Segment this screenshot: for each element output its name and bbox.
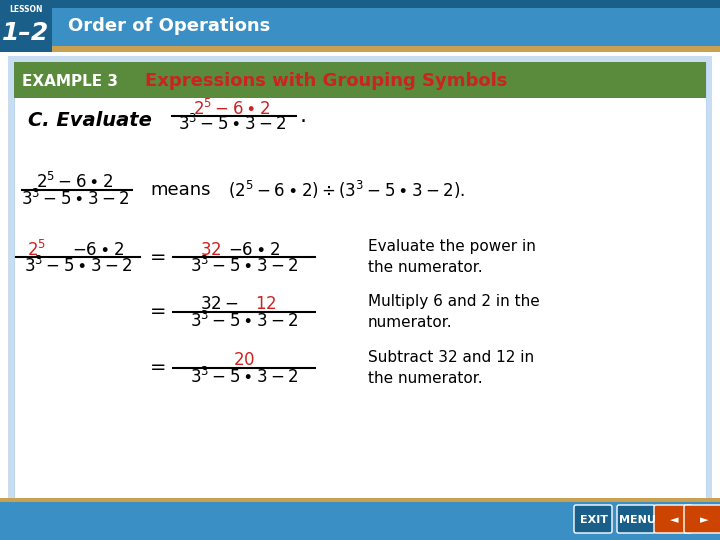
Text: $3^3 - 5 \bullet 3 - 2$: $3^3 - 5 \bullet 3 - 2$ xyxy=(190,311,298,331)
FancyBboxPatch shape xyxy=(574,505,612,533)
Text: Subtract 32 and 12 in
the numerator.: Subtract 32 and 12 in the numerator. xyxy=(368,350,534,386)
Text: $2^5$: $2^5$ xyxy=(27,240,46,260)
Text: $- 6 \bullet 2$: $- 6 \bullet 2$ xyxy=(228,241,280,259)
Text: means: means xyxy=(150,181,210,199)
Text: $20$: $20$ xyxy=(233,351,255,369)
Text: =: = xyxy=(150,247,166,267)
Text: $3^3 - 5 \bullet 3 - 2$: $3^3 - 5 \bullet 3 - 2$ xyxy=(178,114,287,134)
Text: Expressions with Grouping Symbols: Expressions with Grouping Symbols xyxy=(145,72,508,90)
FancyBboxPatch shape xyxy=(0,0,720,52)
Text: $- 6 \bullet 2$: $- 6 \bullet 2$ xyxy=(72,241,125,259)
Text: $32$: $32$ xyxy=(200,241,222,259)
Text: =: = xyxy=(150,359,166,377)
Text: =: = xyxy=(150,302,166,321)
FancyBboxPatch shape xyxy=(14,62,706,526)
FancyBboxPatch shape xyxy=(8,56,712,532)
Text: C. Evaluate: C. Evaluate xyxy=(28,111,152,130)
FancyBboxPatch shape xyxy=(0,500,720,540)
Text: Order of Operations: Order of Operations xyxy=(68,17,270,35)
FancyBboxPatch shape xyxy=(0,0,720,8)
Text: Multiply 6 and 2 in the
numerator.: Multiply 6 and 2 in the numerator. xyxy=(368,294,540,330)
Text: ◄: ◄ xyxy=(670,515,678,525)
Text: $3^3 - 5 \bullet 3 - 2$: $3^3 - 5 \bullet 3 - 2$ xyxy=(24,256,132,276)
FancyBboxPatch shape xyxy=(684,505,720,533)
Text: Evaluate the power in
the numerator.: Evaluate the power in the numerator. xyxy=(368,239,536,275)
Text: .: . xyxy=(300,106,307,126)
FancyBboxPatch shape xyxy=(654,505,692,533)
Text: $\left(2^5 - 6 \bullet 2\right) \div \left(3^3 - 5 \bullet 3 - 2\right).$: $\left(2^5 - 6 \bullet 2\right) \div \le… xyxy=(228,179,465,201)
Text: $3^3 - 5 \bullet 3 - 2$: $3^3 - 5 \bullet 3 - 2$ xyxy=(190,256,298,276)
Text: EXIT: EXIT xyxy=(580,515,608,525)
Text: $3^3 - 5 \bullet 3 - 2$: $3^3 - 5 \bullet 3 - 2$ xyxy=(190,367,298,387)
FancyBboxPatch shape xyxy=(0,498,720,502)
Text: MENU: MENU xyxy=(618,515,655,525)
Text: $3^3 - 5 \bullet 3 - 2$: $3^3 - 5 \bullet 3 - 2$ xyxy=(21,189,130,209)
Text: LESSON: LESSON xyxy=(9,5,42,15)
Text: $2^5 - 6 \bullet 2$: $2^5 - 6 \bullet 2$ xyxy=(193,99,271,119)
Text: 1–2: 1–2 xyxy=(2,21,50,45)
Text: $12$: $12$ xyxy=(255,295,276,313)
Text: EXAMPLE 3: EXAMPLE 3 xyxy=(22,73,118,89)
Text: $2^5 - 6 \bullet 2$: $2^5 - 6 \bullet 2$ xyxy=(36,172,114,192)
FancyBboxPatch shape xyxy=(617,505,655,533)
FancyBboxPatch shape xyxy=(14,62,706,98)
Text: ►: ► xyxy=(700,515,708,525)
FancyBboxPatch shape xyxy=(0,46,720,52)
FancyBboxPatch shape xyxy=(0,0,52,52)
Text: $32 -$: $32 -$ xyxy=(200,295,238,313)
